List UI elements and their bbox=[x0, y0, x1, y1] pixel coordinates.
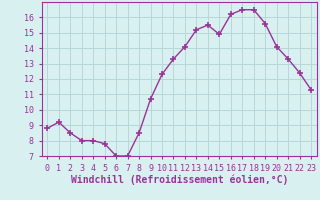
X-axis label: Windchill (Refroidissement éolien,°C): Windchill (Refroidissement éolien,°C) bbox=[70, 174, 288, 185]
